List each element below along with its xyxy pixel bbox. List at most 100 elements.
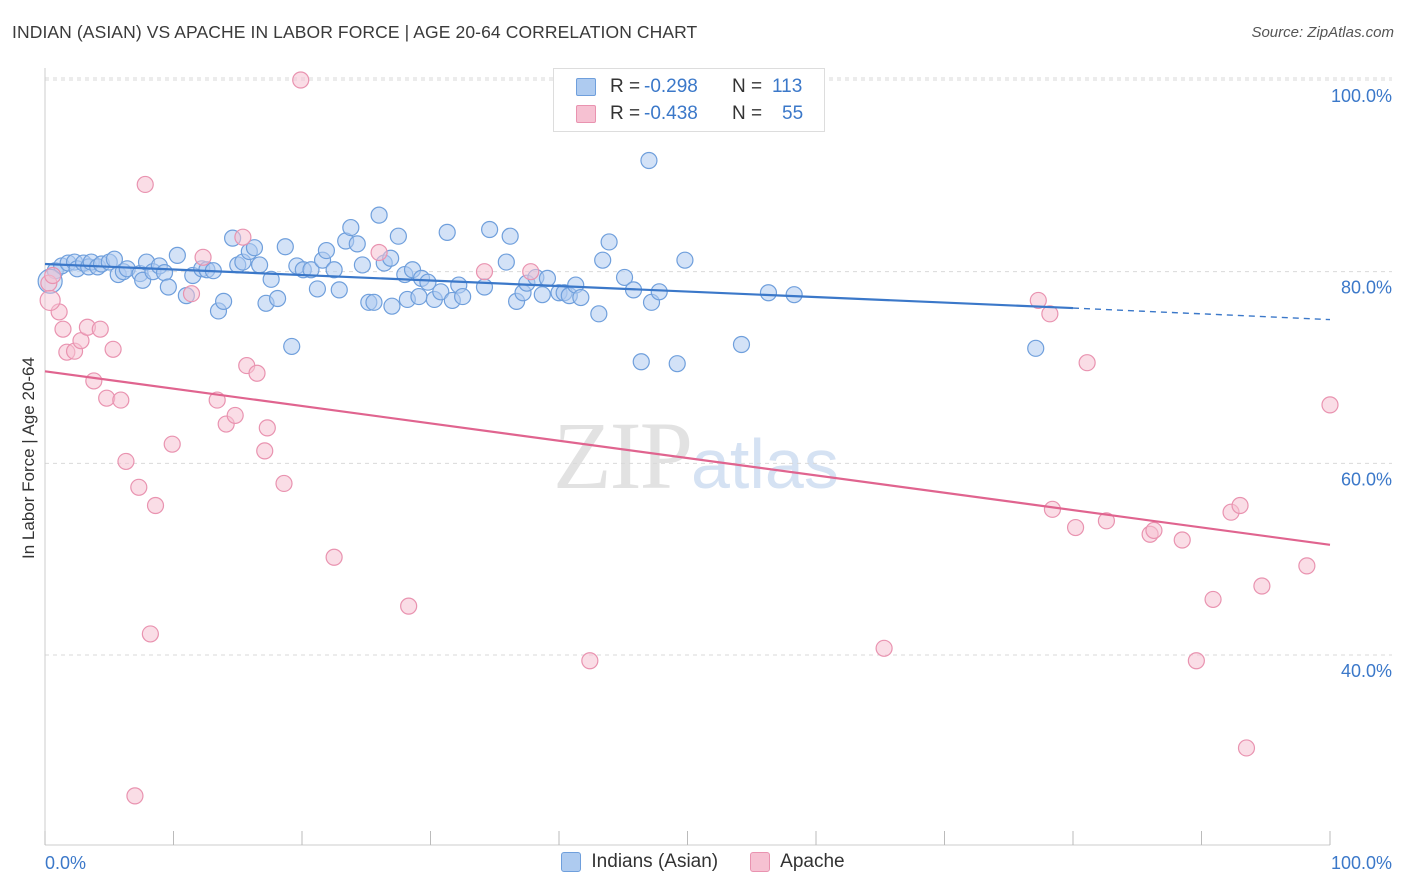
data-point-apache [475, 263, 494, 281]
data-point-indians [365, 293, 383, 311]
data-point-indians [600, 233, 618, 251]
data-point-indians [215, 292, 233, 310]
data-point-apache [1173, 531, 1191, 549]
data-point-apache [1066, 518, 1085, 537]
x-tick-label-min: 0.0% [45, 853, 86, 873]
legend-r-value: -0.438 [644, 103, 698, 124]
source-label: Source: ZipAtlas.com [1251, 24, 1394, 41]
trend-line-indians-extension [1072, 307, 1331, 321]
data-point-apache [1298, 557, 1316, 575]
data-point-apache [226, 406, 244, 425]
data-point-apache [104, 340, 122, 358]
data-point-indians [594, 251, 612, 269]
data-point-indians [632, 353, 650, 371]
y-tick-label: 60.0% [1341, 469, 1392, 489]
data-point-apache [163, 435, 181, 453]
watermark-atlas: atlas [691, 425, 839, 503]
data-point-indians [785, 286, 803, 304]
data-point-apache [258, 419, 276, 437]
data-point-apache [1231, 496, 1249, 515]
legend-n-value: 55 [782, 103, 804, 124]
data-point-apache [292, 71, 310, 89]
chart-title: INDIAN (ASIAN) VS APACHE IN LABOR FORCE … [12, 22, 698, 42]
data-point-indians [497, 253, 515, 271]
data-point-indians [419, 273, 437, 291]
y-tick-label: 80.0% [1341, 278, 1392, 298]
data-point-indians [538, 269, 557, 287]
correlation-legend: R = -0.298 N = 113 R = -0.438 N = 55 [553, 68, 825, 132]
data-point-apache [130, 478, 148, 496]
legend-swatch-pink [750, 852, 771, 872]
legend-row-indians: R = -0.298 N = 113 [576, 73, 802, 101]
data-point-apache [54, 320, 72, 338]
data-point-indians [342, 218, 360, 237]
data-point-indians [432, 283, 450, 301]
data-point-indians [475, 278, 494, 296]
legend-r-label: R = [610, 76, 641, 97]
data-point-indians [308, 280, 327, 298]
y-axis-title: In Labor Force | Age 20-64 [19, 357, 38, 559]
data-point-indians [454, 287, 472, 306]
trend-lines [44, 262, 1331, 546]
data-point-apache [256, 442, 274, 460]
y-tick-label: 100.0% [1331, 86, 1392, 106]
data-point-apache [126, 787, 144, 805]
legend-swatch-blue [576, 78, 596, 96]
data-point-apache-cluster [39, 289, 61, 312]
data-point-apache [141, 625, 159, 643]
data-point-apache [182, 285, 201, 303]
data-point-indians [389, 227, 407, 245]
data-point-indians [262, 270, 280, 288]
data-point-indians [325, 261, 343, 279]
data-point-indians [302, 261, 320, 279]
data-point-apache [1237, 739, 1256, 757]
series-indians-asian [37, 151, 1045, 373]
data-point-apache [400, 597, 418, 615]
legend-item-indians[interactable]: Indians (Asian) [561, 851, 718, 873]
legend-n-label: N = [732, 103, 763, 124]
data-point-apache [1078, 354, 1096, 372]
series-legend: Indians (Asian) Apache [0, 851, 1406, 873]
data-point-apache [1204, 590, 1222, 609]
legend-swatch-pink [576, 105, 596, 123]
data-point-apache [44, 266, 62, 285]
data-point-apache [85, 372, 103, 390]
data-point-indians [572, 288, 590, 307]
data-point-indians [590, 305, 608, 323]
legend-r-label: R = [610, 103, 641, 124]
data-point-apache [136, 175, 154, 194]
data-point-apache [1321, 396, 1339, 414]
data-point-indians [283, 337, 301, 356]
data-point-indians [168, 246, 186, 264]
data-point-indians [481, 220, 499, 239]
y-tick-labels: 40.0% 60.0% 80.0% 100.0% [1331, 86, 1392, 681]
data-point-apache [1145, 521, 1163, 540]
data-point-indians [732, 335, 751, 354]
legend-item-apache[interactable]: Apache [750, 851, 845, 873]
data-point-indians [155, 264, 174, 282]
data-point-indians [159, 278, 177, 296]
data-point-indians [438, 223, 456, 241]
legend-r-value: -0.298 [644, 76, 698, 97]
legend-n-label: N = [732, 76, 763, 97]
data-point-indians [250, 256, 269, 274]
data-point-apache [325, 548, 343, 566]
legend-swatch-blue [561, 852, 582, 872]
data-point-indians [676, 251, 694, 269]
x-tick-label-max: 100.0% [1331, 853, 1392, 873]
data-point-indians [370, 206, 388, 224]
data-point-apache [275, 474, 293, 493]
data-point-apache [98, 389, 116, 407]
data-point-apache [1041, 305, 1059, 323]
data-point-indians [668, 355, 686, 373]
data-point-indians [245, 239, 264, 257]
data-point-apache [522, 263, 540, 281]
x-ticks [44, 831, 1331, 845]
legend-label-indians: Indians (Asian) [591, 851, 719, 872]
legend-n-value: 113 [772, 76, 803, 97]
data-point-indians [410, 287, 428, 306]
data-point-indians [533, 286, 551, 304]
data-point-indians [317, 241, 336, 260]
legend-row-apache: R = -0.438 N = 55 [576, 100, 803, 128]
